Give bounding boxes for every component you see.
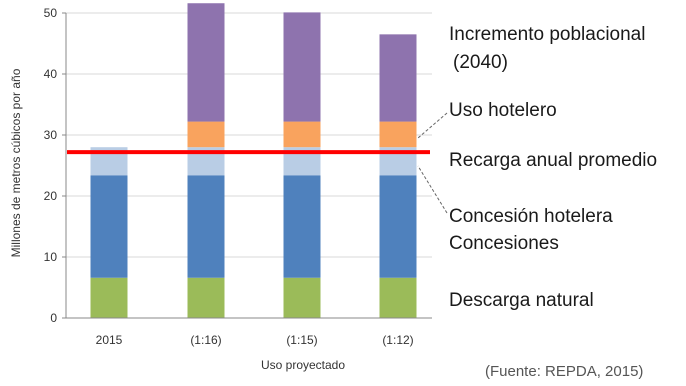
y-tick-label: 30 <box>44 128 58 142</box>
bar-segment <box>187 121 225 148</box>
bar-segment <box>187 175 225 278</box>
bar-segment <box>379 277 417 318</box>
y-axis-title: Millones de metros cúbicos por año <box>9 68 23 257</box>
source-note: (Fuente: REPDA, 2015) <box>485 363 643 380</box>
bars-layer <box>90 3 417 318</box>
y-tick-label: 10 <box>44 250 58 264</box>
legend: Incremento poblacional (2040) Uso hotele… <box>417 24 657 311</box>
x-tick-label: 2015 <box>96 333 123 347</box>
bar-segment <box>283 121 321 148</box>
legend-uso-hotelero-label: Uso hotelero <box>449 100 557 121</box>
legend-incremento-label-line2: (2040) <box>453 52 508 73</box>
bar-segment <box>379 34 417 122</box>
bar-segment <box>90 175 128 278</box>
x-tick-label: (1:16) <box>190 333 221 347</box>
y-tick-label: 0 <box>50 311 57 325</box>
bar-segment <box>283 12 321 122</box>
bar-segment <box>187 3 225 122</box>
bar-segment <box>187 277 225 318</box>
axis-layer: 0 10 20 30 40 50 2015 (1:16) (1:15) (1:12) <box>44 6 432 347</box>
x-tick-label: (1:15) <box>286 333 317 347</box>
y-tick-label: 50 <box>44 6 58 20</box>
legend-concesiones-label: Concesiones <box>449 233 559 254</box>
bar-segment <box>283 277 321 318</box>
legend-leader-uso-hotelero <box>417 112 448 139</box>
legend-recarga-label: Recarga anual promedio <box>449 150 657 171</box>
x-tick-label: (1:12) <box>382 333 413 347</box>
legend-leader-concesion-hotelera <box>417 165 448 214</box>
y-tick-label: 40 <box>44 67 58 81</box>
legend-incremento-label-line1: Incremento poblacional <box>449 24 645 45</box>
legend-concesion-hotelera-label: Concesión hotelera <box>449 206 613 227</box>
bar-segment <box>379 175 417 278</box>
y-tick-label: 20 <box>44 189 58 203</box>
bar-segment <box>379 121 417 148</box>
bar-segment <box>283 175 321 278</box>
legend-descarga-label: Descarga natural <box>449 290 594 311</box>
x-axis-title: Uso proyectado <box>261 358 345 372</box>
bar-segment <box>90 277 128 318</box>
